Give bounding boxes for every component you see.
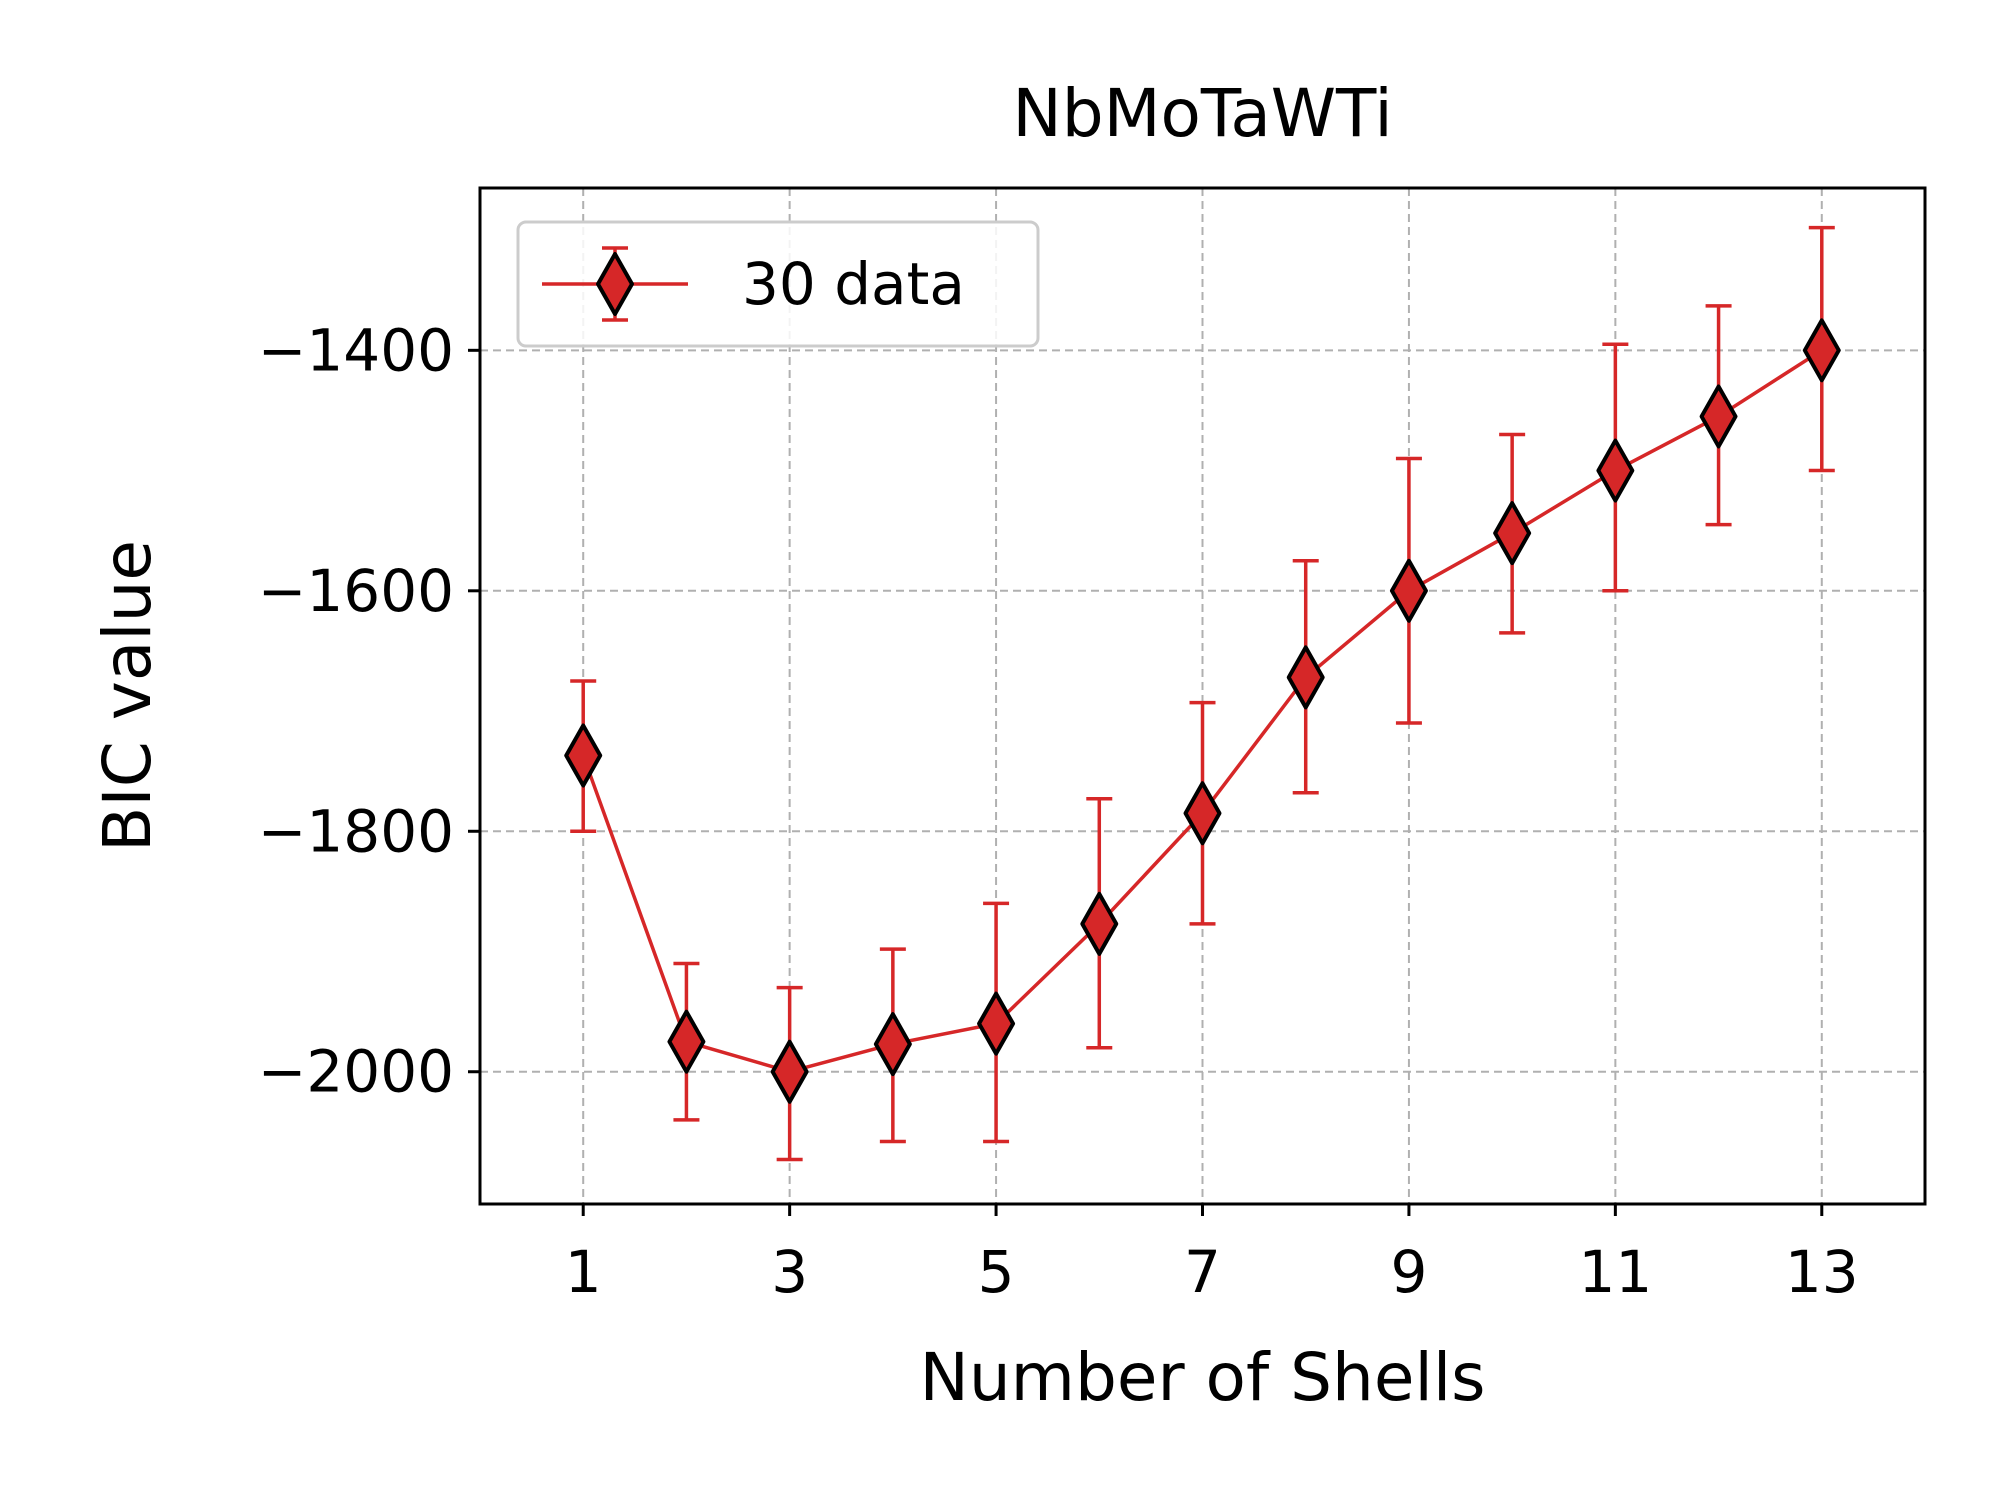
x-axis-title: Number of Shells	[919, 1339, 1485, 1416]
chart-title: NbMoTaWTi	[1012, 75, 1392, 152]
y-tick-label: −2000	[258, 1038, 454, 1106]
x-tick-label: 5	[978, 1238, 1015, 1306]
data-point	[977, 991, 1016, 1056]
data-point	[1183, 781, 1222, 846]
y-tick-label: −1800	[258, 797, 454, 865]
data-point	[1080, 891, 1119, 956]
legend-handle	[542, 246, 688, 322]
y-tick-label: −1600	[258, 557, 454, 625]
data-point	[1699, 384, 1738, 449]
legend-marker	[596, 252, 634, 316]
data-point	[1389, 558, 1428, 623]
data-point	[564, 723, 603, 788]
x-tick-label: 7	[1184, 1238, 1221, 1306]
data-point	[1286, 645, 1325, 710]
data-point	[1802, 318, 1841, 383]
data-point	[1493, 501, 1532, 566]
x-tick-label: 1	[565, 1238, 602, 1306]
series-layer	[564, 225, 1841, 1162]
y-axis-title: BIC value	[89, 540, 166, 852]
ticks: 1 3 5 7 9 11 13−2000−1800−1600−1400	[258, 316, 1859, 1306]
data-point	[873, 1012, 912, 1077]
legend: 30 data	[516, 220, 1040, 348]
x-tick-label: 3	[771, 1238, 808, 1306]
y-tick-label: −1400	[258, 316, 454, 384]
data-point	[667, 1009, 706, 1074]
legend-box	[516, 220, 1040, 348]
x-tick-label: 13	[1785, 1238, 1859, 1306]
data-point	[770, 1039, 809, 1104]
data-point	[1596, 438, 1635, 503]
x-tick-label: 9	[1390, 1238, 1427, 1306]
x-tick-label: 11	[1578, 1238, 1652, 1306]
legend-label: 30 data	[742, 250, 965, 318]
